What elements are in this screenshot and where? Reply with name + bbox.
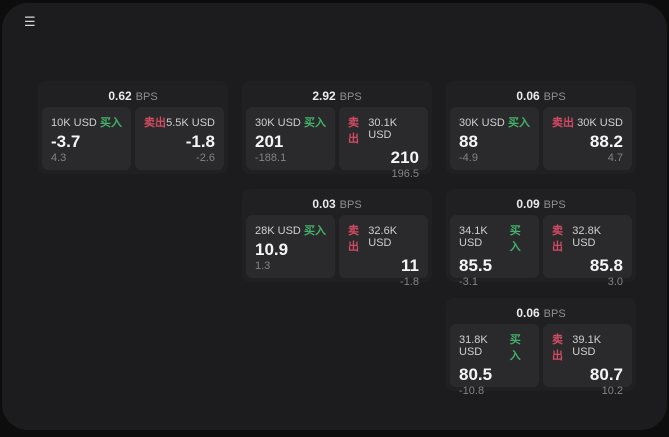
hamburger-menu-icon[interactable]: ☰: [24, 14, 36, 29]
buy-side-label: 买入: [304, 117, 326, 129]
sell-price: 88.2: [589, 132, 623, 151]
sell-panel[interactable]: 卖出 32.6K USD 11 -1.8: [339, 215, 428, 288]
sell-sub-value: 196.5: [391, 167, 419, 180]
sell-price: 11: [401, 256, 419, 275]
quote-card: 0.06 BPS 30K USD 买入 88 -4.9 卖出 30K USD 88…: [446, 81, 636, 174]
buy-sub-value: -4.9: [459, 152, 478, 164]
quote-card: 0.62 BPS 10K USD 买入 -3.7 4.3 卖出 5.5K USD …: [38, 81, 228, 174]
bps-value: 2.92: [312, 89, 336, 103]
sell-side-label: 卖出: [348, 225, 359, 253]
buy-side-label: 买入: [509, 225, 521, 253]
buy-price: 80.5: [459, 365, 493, 384]
app-window: ☰ 0.62 BPS 10K USD 买入 -3.7 4.3 卖出 5.5K US…: [2, 3, 667, 430]
sell-side-label: 卖出: [144, 117, 166, 129]
buy-panel[interactable]: 30K USD 买入 201 -188.1: [246, 107, 335, 170]
bps-unit-label: BPS: [339, 199, 362, 211]
buy-sub-value: 1.3: [255, 260, 271, 272]
buy-size-label: 30K USD: [255, 117, 301, 129]
buy-sub-value: -10.8: [459, 384, 485, 397]
buy-panel[interactable]: 30K USD 买入 88 -4.9: [450, 107, 539, 170]
bps-unit-label: BPS: [135, 91, 158, 103]
buy-price: 201: [255, 132, 284, 151]
bps-value: 0.03: [312, 197, 336, 211]
quote-panels: 30K USD 买入 201 -188.1 卖出 30.1K USD 210 1…: [246, 107, 428, 180]
buy-price: 88: [459, 132, 478, 151]
sell-size-label: 32.6K USD: [368, 225, 398, 249]
sell-side-label: 卖出: [552, 117, 574, 129]
sell-price: 85.8: [589, 256, 623, 275]
sell-panel[interactable]: 卖出 39.1K USD 80.7 10.2: [543, 324, 632, 397]
cards-grid: 0.62 BPS 10K USD 买入 -3.7 4.3 卖出 5.5K USD …: [2, 3, 667, 430]
buy-size-label: 34.1K USD: [459, 225, 488, 249]
sell-side-label: 卖出: [348, 117, 359, 145]
sell-size-label: 32.8K USD: [572, 225, 602, 249]
sell-size-label: 5.5K USD: [166, 117, 215, 129]
buy-panel[interactable]: 31.8K USD 买入 80.5 -10.8: [450, 324, 539, 397]
sell-sub-value: 10.2: [601, 384, 623, 397]
sell-side-label: 卖出: [552, 225, 563, 253]
bps-unit-label: BPS: [339, 91, 362, 103]
buy-price: -3.7: [51, 132, 81, 151]
buy-panel[interactable]: 28K USD 买入 10.9 1.3: [246, 215, 335, 278]
sell-panel[interactable]: 卖出 30.1K USD 210 196.5: [339, 107, 428, 180]
quote-panels: 30K USD 买入 88 -4.9 卖出 30K USD 88.2 4.7: [450, 107, 632, 170]
sell-sub-value: -1.8: [400, 275, 419, 288]
sell-side-label: 卖出: [552, 334, 563, 362]
buy-side-label: 买入: [509, 334, 521, 362]
buy-size-label: 28K USD: [255, 225, 301, 237]
sell-panel[interactable]: 卖出 30K USD 88.2 4.7: [543, 107, 632, 170]
sell-price: 210: [390, 148, 419, 167]
buy-size-label: 31.8K USD: [459, 334, 488, 358]
quote-panels: 34.1K USD 买入 85.5 -3.1 卖出 32.8K USD 85.8…: [450, 215, 632, 288]
buy-panel[interactable]: 34.1K USD 买入 85.5 -3.1: [450, 215, 539, 288]
quote-card: 2.92 BPS 30K USD 买入 201 -188.1 卖出 30.1K U…: [242, 81, 432, 180]
card-header: 0.62 BPS: [42, 85, 224, 107]
quote-panels: 10K USD 买入 -3.7 4.3 卖出 5.5K USD -1.8 -2.…: [42, 107, 224, 170]
sell-size-label: 30K USD: [577, 117, 623, 129]
buy-panel[interactable]: 10K USD 买入 -3.7 4.3: [42, 107, 131, 170]
bps-unit-label: BPS: [543, 91, 566, 103]
quote-card: 0.09 BPS 34.1K USD 买入 85.5 -3.1 卖出 32.8K …: [446, 189, 636, 288]
sell-size-label: 30.1K USD: [368, 117, 398, 141]
quote-panels: 28K USD 买入 10.9 1.3 卖出 32.6K USD 11 -1.8: [246, 215, 428, 288]
buy-side-label: 买入: [100, 117, 122, 129]
sell-panel[interactable]: 卖出 32.8K USD 85.8 3.0: [543, 215, 632, 288]
card-header: 0.03 BPS: [246, 193, 428, 215]
quote-panels: 31.8K USD 买入 80.5 -10.8 卖出 39.1K USD 80.…: [450, 324, 632, 397]
sell-price: -1.8: [185, 132, 215, 151]
sell-size-label: 39.1K USD: [572, 334, 602, 358]
sell-sub-value: -2.6: [196, 152, 215, 164]
quote-card: 0.03 BPS 28K USD 买入 10.9 1.3 卖出 32.6K USD…: [242, 189, 432, 288]
buy-side-label: 买入: [508, 117, 530, 129]
buy-size-label: 30K USD: [459, 117, 505, 129]
buy-price: 85.5: [459, 256, 493, 275]
card-header: 0.06 BPS: [450, 302, 632, 324]
bps-value: 0.09: [516, 197, 540, 211]
sell-price: 80.7: [589, 365, 623, 384]
sell-sub-value: 4.7: [607, 152, 623, 164]
card-header: 0.09 BPS: [450, 193, 632, 215]
buy-size-label: 10K USD: [51, 117, 97, 129]
card-header: 2.92 BPS: [246, 85, 428, 107]
bps-unit-label: BPS: [543, 308, 566, 320]
bps-value: 0.06: [516, 89, 540, 103]
sell-sub-value: 3.0: [607, 275, 623, 288]
bps-value: 0.62: [108, 89, 132, 103]
quote-card: 0.06 BPS 31.8K USD 买入 80.5 -10.8 卖出 39.1K…: [446, 298, 636, 397]
buy-sub-value: -3.1: [459, 275, 478, 288]
card-header: 0.06 BPS: [450, 85, 632, 107]
buy-sub-value: 4.3: [51, 152, 67, 164]
buy-sub-value: -188.1: [255, 152, 287, 164]
buy-side-label: 买入: [304, 225, 326, 237]
bps-value: 0.06: [516, 306, 540, 320]
sell-panel[interactable]: 卖出 5.5K USD -1.8 -2.6: [135, 107, 224, 170]
buy-price: 10.9: [255, 240, 289, 259]
bps-unit-label: BPS: [543, 199, 566, 211]
